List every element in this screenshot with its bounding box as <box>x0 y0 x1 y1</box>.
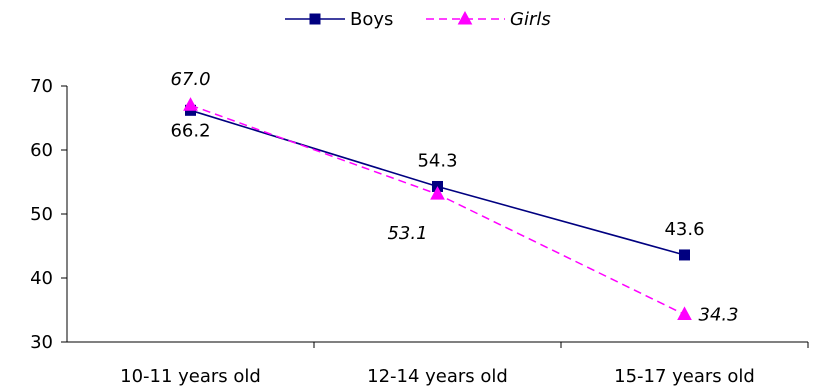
legend-label-boys: Boys <box>350 9 393 30</box>
data-label-girls: 53.1 <box>387 223 427 244</box>
y-tick-label: 70 <box>30 76 53 97</box>
series-layer <box>183 97 692 320</box>
series-marker-girls <box>430 186 445 200</box>
series-marker-boys <box>679 249 690 261</box>
data-label-boys: 43.6 <box>664 219 704 240</box>
x-tick-label: 12-14 years old <box>367 366 508 387</box>
data-label-boys: 66.2 <box>170 120 210 141</box>
legend-marker-girls <box>457 10 473 25</box>
series-marker-girls <box>183 97 198 111</box>
axes: 30 40 50 60 70 10-11 years old 12-14 years old… <box>30 76 809 387</box>
legend: Boys Girls <box>285 9 551 30</box>
legend-label-girls: Girls <box>510 9 551 30</box>
x-tick-label: 10-11 years old <box>120 366 261 387</box>
y-tick-label: 40 <box>30 268 53 289</box>
series-line-girls <box>190 104 685 316</box>
data-label-girls: 67.0 <box>170 69 210 90</box>
data-label-boys: 54.3 <box>417 150 457 171</box>
y-tick-label: 30 <box>30 332 53 353</box>
series-marker-girls <box>677 306 692 320</box>
y-tick-label: 50 <box>30 204 53 225</box>
data-labels: 66.2 54.3 43.6 67.0 53.1 34.3 <box>170 69 738 325</box>
x-tick-label: 15-17 years old <box>614 366 755 387</box>
y-tick-label: 60 <box>30 140 53 161</box>
legend-marker-boys <box>309 13 321 25</box>
data-label-girls: 34.3 <box>699 304 739 325</box>
